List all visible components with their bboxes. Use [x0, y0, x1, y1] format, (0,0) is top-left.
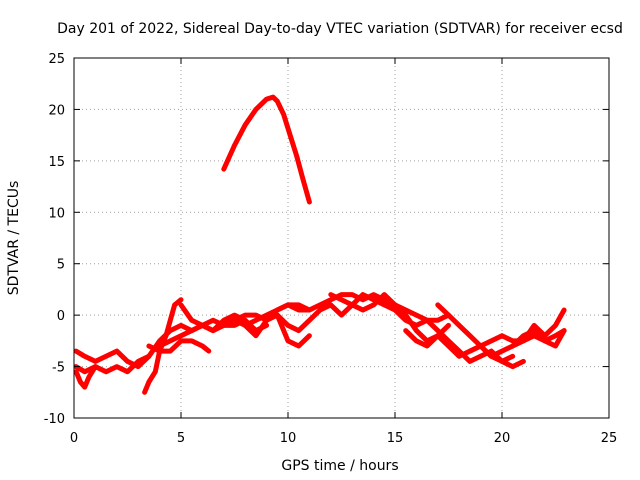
y-tick-label: -10 [44, 412, 65, 427]
series-line-arc-6 [146, 338, 212, 354]
y-tick-label: 10 [48, 206, 65, 221]
series-line-arc-10 [242, 292, 451, 328]
series-line-arc-4 [73, 364, 98, 390]
chart-title: Day 201 of 2022, Sidereal Day-to-day VTE… [57, 21, 623, 37]
y-tick-label: -5 [52, 361, 65, 376]
y-tick-label: 25 [48, 52, 65, 67]
axis-ticks: 0 5 10 15 20 25 -10 -5 0 5 10 15 20 25 [44, 52, 618, 446]
y-tick-label: 0 [57, 309, 65, 324]
x-tick-label: 0 [70, 431, 78, 446]
series-line-arc-2 [73, 317, 248, 370]
series-line-arc-11 [274, 292, 516, 364]
y-tick-label: 5 [57, 258, 65, 273]
series-line-arc-1 [221, 94, 312, 205]
x-tick-label: 15 [387, 431, 404, 446]
series-group [73, 94, 567, 395]
series-line-arc-16 [510, 307, 567, 349]
grid-lines [74, 58, 609, 418]
series-line-arc-8 [178, 302, 270, 334]
series-line-arc-3 [73, 353, 152, 375]
plot-frame [73, 57, 610, 419]
x-tick-label: 5 [177, 431, 185, 446]
x-tick-label: 10 [280, 431, 297, 446]
x-axis-label: GPS time / hours [281, 458, 398, 474]
x-tick-label: 25 [601, 431, 618, 446]
series-line-arc-13 [403, 322, 451, 349]
y-tick-label: 15 [48, 155, 65, 170]
x-tick-label: 20 [494, 431, 511, 446]
y-axis-label: SDTVAR / TECUs [6, 181, 22, 296]
y-tick-label: 20 [48, 103, 65, 118]
